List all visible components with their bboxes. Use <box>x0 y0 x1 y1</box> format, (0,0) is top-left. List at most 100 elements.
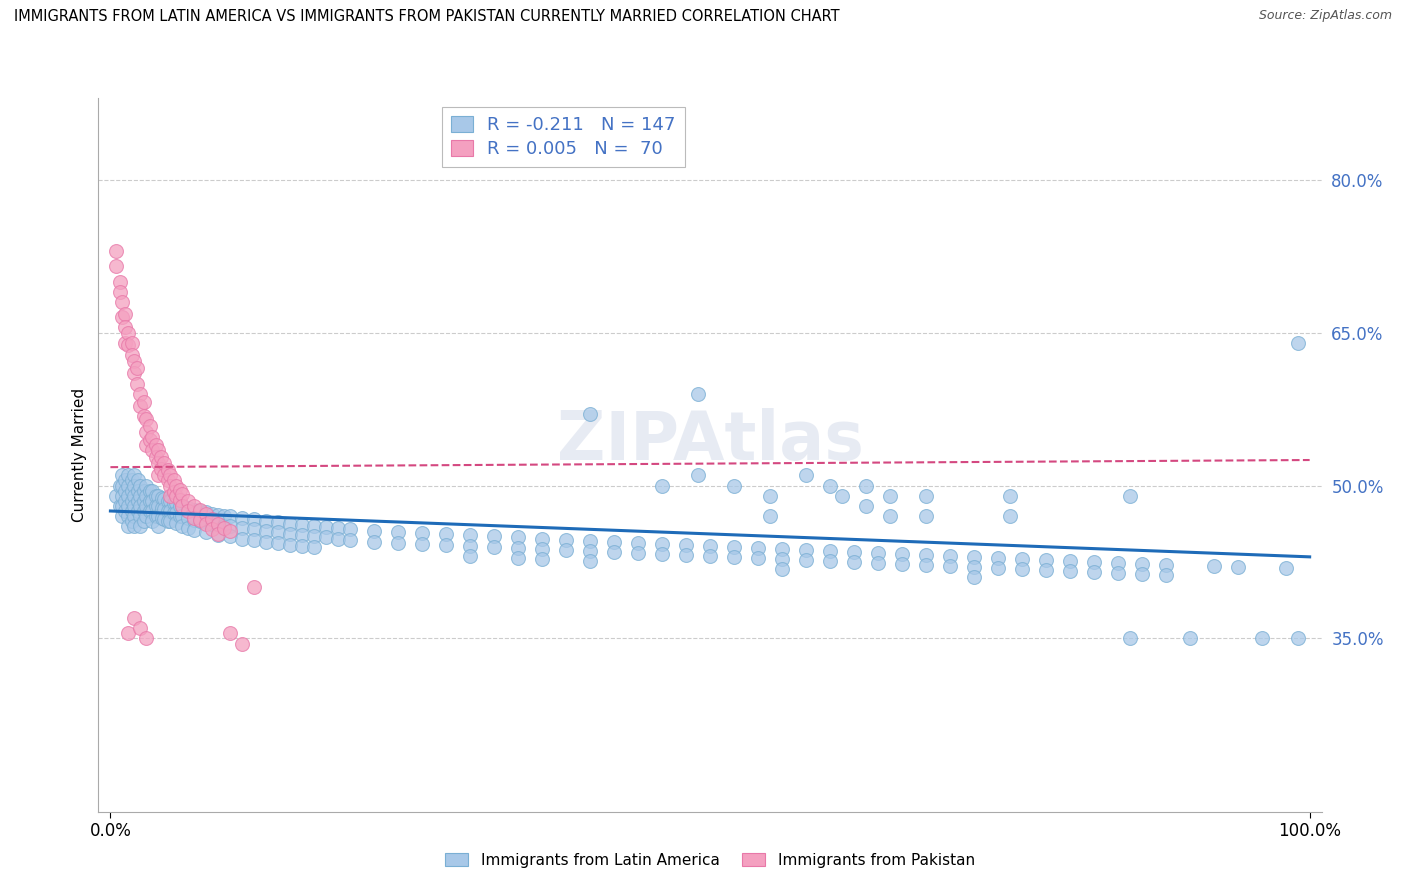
Text: ZIPAtlas: ZIPAtlas <box>557 408 863 474</box>
Point <box>121 335 143 350</box>
Point <box>156 504 179 518</box>
Point <box>267 535 290 549</box>
Point <box>1011 562 1033 576</box>
Point <box>145 489 167 503</box>
Point <box>141 429 163 443</box>
Point <box>890 557 912 571</box>
Point <box>159 478 181 492</box>
Point <box>842 555 865 569</box>
Point <box>219 519 242 533</box>
Point <box>651 547 673 561</box>
Point <box>153 512 176 526</box>
Point <box>603 534 626 549</box>
Point <box>434 527 457 541</box>
Point <box>153 468 176 483</box>
Point <box>117 468 139 483</box>
Point <box>1059 554 1081 568</box>
Point <box>108 499 131 513</box>
Point <box>699 539 721 553</box>
Point <box>363 534 385 549</box>
Point <box>195 525 218 540</box>
Point <box>579 533 602 548</box>
Point <box>121 514 143 528</box>
Point <box>127 493 149 508</box>
Point <box>482 540 505 554</box>
Point <box>939 549 962 563</box>
Point <box>195 505 218 519</box>
Point <box>114 483 136 498</box>
Point <box>111 489 134 503</box>
Point <box>124 611 146 625</box>
Point <box>163 506 186 520</box>
Point <box>603 545 626 559</box>
Point <box>141 514 163 528</box>
Point <box>188 514 211 528</box>
Point <box>165 478 187 492</box>
Point <box>328 521 350 535</box>
Point <box>818 554 841 568</box>
Point <box>165 496 187 510</box>
Point <box>842 545 865 559</box>
Point <box>579 407 602 421</box>
Point <box>201 507 224 521</box>
Point <box>219 509 242 524</box>
Point <box>163 496 186 510</box>
Point <box>132 483 155 498</box>
Point <box>304 519 326 533</box>
Point <box>387 525 409 540</box>
Point <box>1035 553 1057 567</box>
Point <box>723 549 745 564</box>
Point <box>117 519 139 533</box>
Point <box>254 534 277 549</box>
Point <box>304 540 326 554</box>
Point <box>150 500 173 515</box>
Point <box>183 499 205 513</box>
Point <box>1107 556 1129 570</box>
Y-axis label: Currently Married: Currently Married <box>72 388 87 522</box>
Point <box>1011 552 1033 566</box>
Point <box>201 522 224 536</box>
Point <box>183 524 205 538</box>
Point <box>114 474 136 488</box>
Point <box>135 425 157 440</box>
Point <box>145 450 167 464</box>
Point <box>169 499 191 513</box>
Point <box>747 550 769 565</box>
Point <box>145 438 167 452</box>
Point <box>172 499 194 513</box>
Point <box>177 521 200 535</box>
Point <box>963 570 986 584</box>
Point <box>278 527 301 541</box>
Point <box>124 468 146 483</box>
Point <box>111 499 134 513</box>
Point <box>195 517 218 532</box>
Point <box>153 502 176 516</box>
Point <box>135 509 157 524</box>
Point <box>145 509 167 524</box>
Point <box>1107 566 1129 581</box>
Point <box>172 499 194 513</box>
Point <box>111 295 134 310</box>
Point <box>156 474 179 488</box>
Point <box>177 500 200 515</box>
Point <box>387 535 409 549</box>
Point <box>129 499 152 513</box>
Point <box>1226 560 1249 574</box>
Point <box>267 515 290 529</box>
Point <box>139 504 162 518</box>
Point <box>188 504 211 518</box>
Point <box>458 528 481 542</box>
Point <box>159 489 181 503</box>
Point <box>111 468 134 483</box>
Point <box>915 558 938 572</box>
Point <box>139 433 162 447</box>
Point <box>201 512 224 526</box>
Point <box>129 519 152 533</box>
Point <box>278 538 301 552</box>
Point <box>243 581 266 595</box>
Point <box>770 562 793 576</box>
Point <box>148 456 170 470</box>
Point <box>117 626 139 640</box>
Point <box>149 462 172 476</box>
Point <box>117 489 139 503</box>
